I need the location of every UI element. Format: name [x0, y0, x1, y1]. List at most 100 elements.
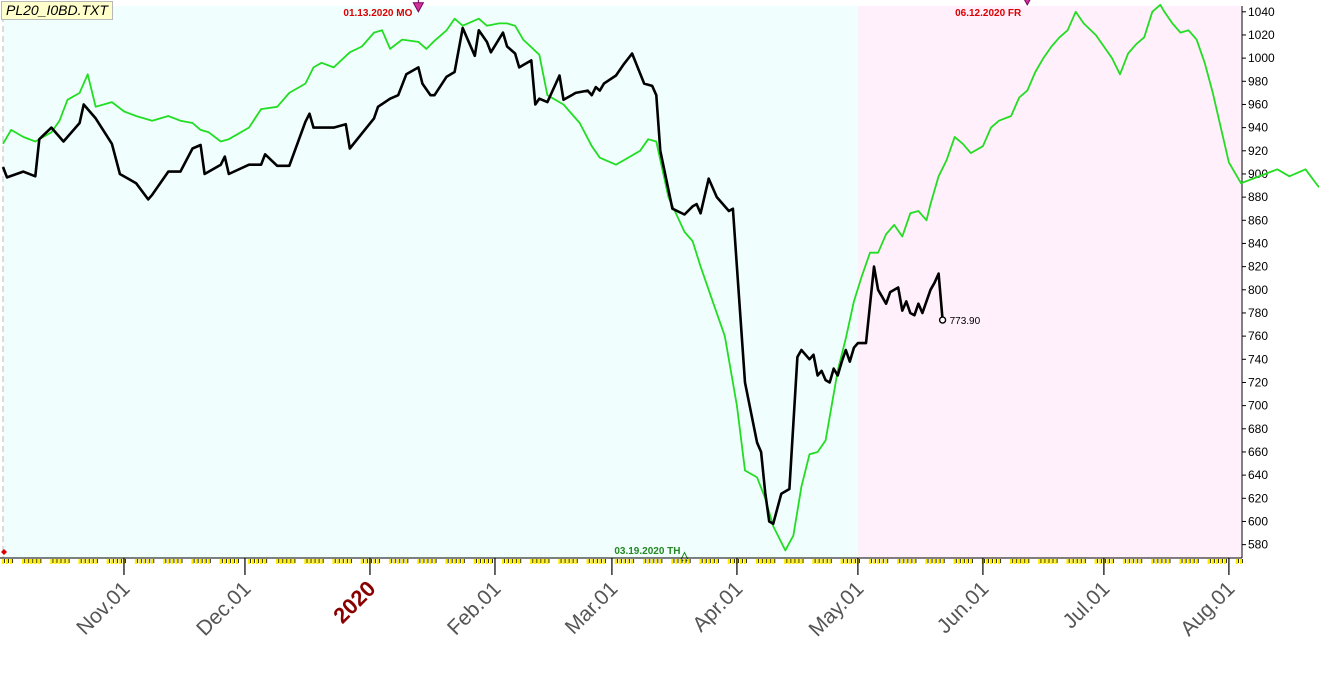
x-day-tick: [1138, 559, 1142, 564]
x-day-tick: [78, 559, 81, 564]
y-tick-label: 640: [1248, 468, 1268, 482]
x-day-tick: [1070, 559, 1073, 564]
x-day-tick: [445, 559, 448, 564]
x-day-tick: [118, 559, 122, 564]
x-day-tick: [106, 559, 110, 564]
x-day-tick: [1207, 559, 1210, 564]
y-tick-label: 880: [1248, 190, 1268, 204]
y-axis: 580 600 620 640 660 680 700 720 740 760 780 800 820 8…: [1241, 5, 1275, 558]
x-day-tick: [263, 559, 267, 564]
x-axis: Nov.01 Dec.01 2020 Feb.01 Mar.01 Apr.01 May.01…: [0, 557, 1243, 641]
x-day-tick: [336, 559, 339, 564]
x-day-tick: [1074, 559, 1077, 564]
x-day-tick: [1223, 559, 1227, 564]
x-day-tick: [5, 559, 9, 564]
x-day-tick: [586, 559, 589, 564]
x-day-tick: [509, 559, 513, 564]
file-name-label: PL20_I0BD.TXT: [1, 1, 113, 20]
x-day-tick: [1126, 559, 1130, 564]
x-month-label: Aug.01: [1176, 577, 1239, 640]
x-day-tick: [396, 559, 400, 564]
x-day-tick: [941, 559, 944, 564]
x-day-tick: [1239, 559, 1243, 564]
y-tick-label: 920: [1248, 144, 1268, 158]
x-day-tick: [1026, 559, 1029, 564]
x-day-tick: [292, 559, 295, 564]
x-day-tick: [513, 559, 517, 564]
x-day-tick: [812, 559, 815, 564]
x-day-tick: [626, 559, 630, 564]
peak-marker-icon: [1024, 0, 1031, 6]
x-day-tick: [21, 559, 25, 564]
x-day-tick: [659, 559, 662, 564]
x-day-tick: [594, 559, 597, 564]
x-day-tick: [1046, 559, 1049, 564]
x-day-tick: [755, 559, 759, 564]
x-day-tick: [707, 559, 710, 564]
x-year-label: 2020: [328, 576, 380, 628]
x-day-tick: [570, 559, 573, 564]
x-day-tick: [562, 559, 565, 564]
x-day-tick: [1191, 559, 1194, 564]
x-day-tick: [675, 559, 678, 564]
x-day-tick: [1013, 559, 1017, 564]
x-day-tick: [929, 559, 932, 564]
x-day-tick: [602, 559, 606, 564]
x-day-tick: [820, 559, 823, 564]
peak-date-label: 06.12.2020 FR: [955, 8, 1022, 19]
y-tick-label: 720: [1248, 375, 1268, 389]
series-layer: [1, 3, 1319, 552]
x-day-tick: [86, 559, 89, 564]
x-day-tick: [94, 559, 97, 564]
x-day-tick: [715, 559, 718, 564]
x-day-tick: [142, 559, 146, 564]
x-day-tick: [304, 559, 307, 564]
x-day-tick: [1159, 559, 1162, 564]
x-day-tick: [759, 559, 763, 564]
x-day-tick: [227, 559, 231, 564]
x-day-tick: [816, 559, 819, 564]
x-day-tick: [1054, 559, 1057, 564]
peak-date-label: 01.13.2020 MO: [343, 8, 412, 19]
x-day-tick: [538, 559, 541, 564]
x-day-tick: [203, 559, 206, 564]
x-day-tick: [848, 559, 852, 564]
x-day-tick: [1219, 559, 1223, 564]
x-day-tick: [199, 559, 202, 564]
x-day-tick: [913, 559, 916, 564]
x-day-tick: [280, 559, 283, 564]
y-tick-label: 980: [1248, 74, 1268, 88]
x-day-tick: [1235, 559, 1239, 564]
x-day-tick: [457, 559, 460, 564]
x-day-tick: [1018, 559, 1021, 564]
x-day-tick: [828, 559, 831, 564]
x-day-tick: [489, 559, 493, 564]
x-day-tick: [114, 559, 118, 564]
x-day-tick: [219, 559, 222, 564]
x-day-tick: [90, 559, 93, 564]
x-day-tick: [179, 559, 182, 564]
y-tick-label: 800: [1248, 283, 1268, 297]
x-day-tick: [1038, 559, 1041, 564]
x-day-tick: [574, 559, 577, 564]
x-day-tick: [485, 559, 489, 564]
x-day-tick: [711, 559, 714, 564]
x-day-tick: [546, 559, 549, 564]
x-day-tick: [376, 559, 380, 564]
x-day-tick: [953, 559, 956, 564]
x-day-tick: [969, 559, 973, 564]
x-day-tick: [1155, 559, 1158, 564]
x-day-tick: [425, 559, 428, 564]
x-day-tick: [1151, 559, 1154, 564]
x-day-tick: [731, 559, 735, 564]
x-day-tick: [925, 559, 928, 564]
x-day-tick: [800, 559, 803, 564]
x-day-tick: [1098, 559, 1102, 564]
x-day-tick: [614, 559, 618, 564]
x-day-tick: [534, 559, 537, 564]
x-day-tick: [34, 559, 37, 564]
x-day-tick: [449, 559, 452, 564]
x-day-tick: [1042, 559, 1045, 564]
y-tick-label: 780: [1248, 306, 1268, 320]
y-tick-label: 960: [1248, 97, 1268, 111]
